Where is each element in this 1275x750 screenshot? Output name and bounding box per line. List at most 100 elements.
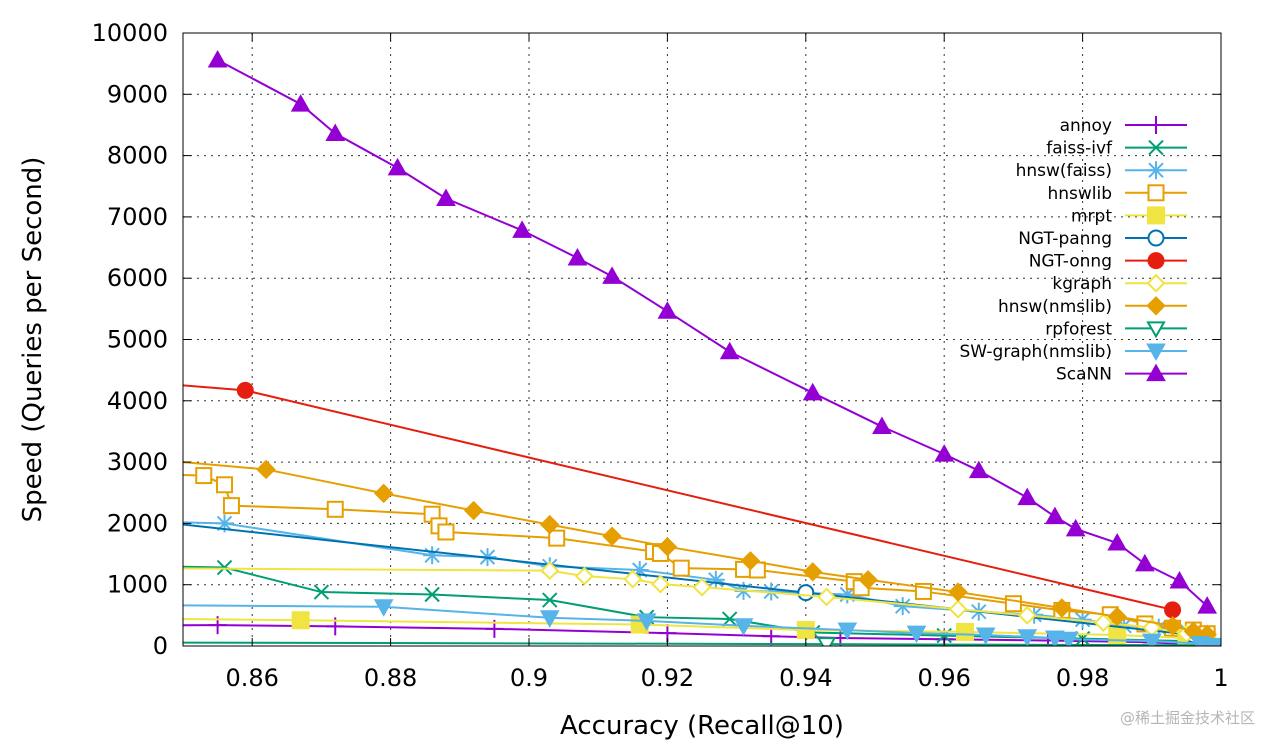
data-point-hnsw-faiss-stroke [1074,611,1091,628]
legend-marker [1147,184,1165,202]
data-point-sw-graph-nmslib [1045,630,1065,646]
data-point-faiss-ivf-stroke [216,559,233,576]
series-line-sw-graph-nmslib [183,604,1215,646]
series-hnsw-nmslib [183,459,1217,645]
data-point-scann [602,266,622,284]
y-tick-label: 5000 [107,326,168,354]
data-point-faiss-ivf-stroke [542,592,558,608]
data-point-annoy [762,627,781,646]
data-point-scann [1045,506,1065,525]
data-point-faiss-ivf [424,586,440,603]
data-point-kgraph [574,566,594,586]
legend-marker [1147,161,1165,180]
data-point-hnsw-faiss [215,514,234,533]
data-point-faiss-ivf-stroke [313,584,330,600]
y-tick-label: 4000 [107,387,168,415]
legend-marker [1147,252,1165,270]
data-point-kgraph [817,587,836,607]
y-tick-label: 7000 [107,203,168,231]
data-point-kgraph [540,561,560,581]
y-tick-label: 2000 [107,509,168,537]
data-point-scann [1107,532,1128,551]
y-axis-title: Speed (Queries per Second) [18,157,48,523]
data-point-sw-graph-nmslib [1017,629,1038,646]
data-point-scann [934,444,955,462]
y-tick-label: 6000 [107,264,168,292]
watermark: @稀土掘金技术社区 [1119,709,1255,727]
series-ngt-onng [183,381,1182,619]
data-point-rpforest [816,637,837,646]
x-tick-label: 0.94 [779,664,832,692]
data-point-scann [325,123,346,142]
legend-item-annoy: annoy [1060,116,1187,136]
legend-item-mrpt: mrpt [1071,206,1187,226]
data-point-hnswlib [216,476,234,494]
legend-label: NGT-panng [1018,229,1112,249]
legend-item-faiss-ivf: faiss-ivf [1046,139,1187,159]
data-point-scann [968,460,989,479]
legend-label: SW-graph(nmslib) [959,342,1112,362]
data-point-hnsw-nmslib [657,536,678,557]
data-point-kgraph [623,569,643,589]
data-point-hnsw-faiss [706,570,725,589]
data-point-faiss-ivf [542,592,558,608]
data-point-hnsw-faiss-stroke [708,572,724,588]
data-point-faiss-ivf [216,559,233,576]
data-point-hnswlib [326,500,344,518]
data-point-ngt-onng [236,381,254,399]
data-point-kgraph [1017,605,1037,625]
series-scann [207,49,1218,614]
data-point-scann [207,49,228,68]
data-point-hnswlib [437,523,455,541]
legend-item-ngt-onng: NGT-onng [1029,252,1187,272]
legend-marker [1147,116,1165,134]
legend-item-rpforest: rpforest [1045,319,1187,339]
legend-marker [1146,273,1166,293]
data-point-hnsw-nmslib [463,500,484,521]
legend-item-kgraph: kgraph [1052,273,1187,294]
legend-label: kgraph [1052,274,1112,294]
data-point-sw-graph-nmslib [906,625,927,644]
data-point-scann [387,157,408,176]
data-point-hnsw-nmslib [1052,598,1072,618]
data-point-hnsw-nmslib [602,526,622,546]
legend-marker-stroke [1148,162,1164,178]
legend-item-hnswlib: hnswlib [1047,184,1187,204]
data-point-scann [1065,518,1086,537]
y-tick-label: 3000 [107,448,168,476]
x-tick-label: 0.98 [1056,664,1109,692]
data-point-hnswlib [672,559,690,577]
data-point-scann [802,382,823,401]
data-point-faiss-ivf-stroke [424,586,440,603]
series-sw-graph-nmslib [183,599,1221,646]
data-point-kgraph [692,577,712,597]
y-tick-label: 9000 [107,80,168,108]
data-point-hnsw-nmslib [1107,606,1127,627]
data-point-scann [567,247,588,266]
series-layer [183,49,1221,646]
data-point-hnsw-nmslib [1162,616,1183,636]
data-point-hnsw-faiss-stroke [894,598,911,614]
data-point-faiss-ivf [721,611,738,627]
axis-ticks: 0.86 0.88 0.9 0.92 0.94 0.96 0.98 1 0 1000 2000 300… [92,19,1229,692]
y-tick-label: 10000 [92,19,168,47]
data-point-scann [512,220,532,238]
data-point-sw-graph-nmslib [837,622,858,641]
legend-item-scann: ScaNN [1056,363,1187,385]
data-point-scann [436,188,456,207]
data-point-mrpt [796,621,815,640]
data-point-scann [719,341,740,360]
y-tick-label: 8000 [107,142,168,170]
legend-marker [1148,139,1164,156]
data-point-hnsw-nmslib [256,459,276,480]
data-point-hnsw-nmslib [373,483,394,504]
legend-label: mrpt [1071,206,1112,226]
data-point-scann [1017,487,1038,506]
x-tick-label: 0.96 [917,664,970,692]
data-point-hnsw-faiss [762,582,781,601]
legend-item-hnsw-faiss: hnsw(faiss) [1016,161,1187,181]
data-point-hnswlib [548,529,566,547]
data-point-hnsw-nmslib [948,582,968,602]
legend-marker-stroke [1148,139,1164,156]
